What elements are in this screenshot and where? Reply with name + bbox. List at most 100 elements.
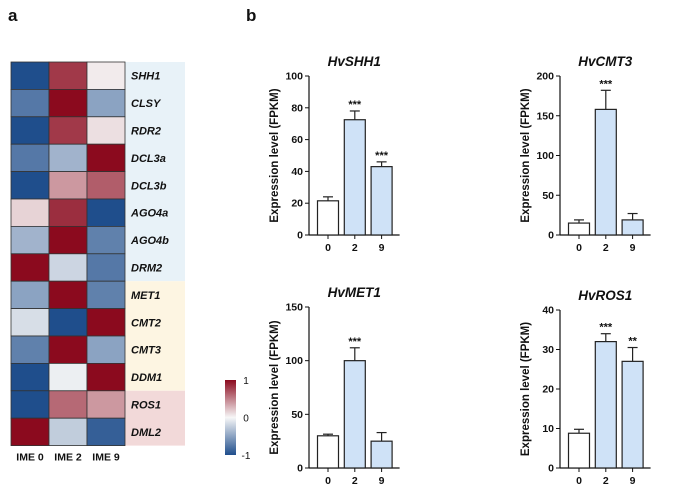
x-tick-label: 9 [379,242,385,254]
heatmap-cell [86,362,126,392]
gene-group-band-1 [125,281,185,391]
y-tick-label: 0 [548,230,554,242]
heatmap-cell [10,198,50,227]
chart-title: HvROS1 [578,288,632,303]
bar [621,360,644,469]
y-tick-label: 80 [291,102,303,114]
x-tick-label: 2 [352,242,358,254]
heatmap-cell [48,253,88,282]
heatmap-row-label: RDR2 [131,126,161,138]
heatmap-cell [48,171,88,200]
x-tick-label: 9 [630,475,636,487]
y-tick-label: 40 [291,166,303,178]
heatmap-cell [10,390,50,419]
heatmap-cell [86,335,126,364]
heatmap-cell [86,253,126,282]
panel-label-b: b [246,6,256,25]
bar-chart-HvROS1: HvROS1 Expression level (FPKM) 0 10 20 30 40 0 2… [520,288,651,487]
y-tick-label: 100 [536,150,554,162]
y-tick-label: 10 [542,423,554,435]
heatmap-cell [10,362,50,392]
heatmap-panel: SHH1 CLSY RDR2 DCL3a DCL3b AGO4a AGO4b DRM2 MET1… [10,61,185,464]
x-tick-label: 9 [630,242,636,254]
heatmap-column-label: IME 9 [92,452,120,464]
heatmap-row-label: AGO4b [130,235,169,247]
heatmap-cell [86,225,126,255]
x-tick-label: 2 [352,475,358,487]
heatmap-row-label: SHH1 [131,71,160,83]
x-tick-label: 2 [603,242,609,254]
y-tick-label: 200 [536,71,554,83]
significance-label: *** [599,78,613,90]
heatmap-row-label: CLSY [131,98,162,110]
heatmap-cell [10,61,50,90]
panel-label-a: a [8,6,18,25]
bar [594,108,617,236]
y-tick-label: 60 [291,134,303,146]
y-tick-label: 20 [291,198,303,210]
y-tick-label: 30 [542,344,554,356]
chart-title: HvMET1 [328,285,381,300]
heatmap-cell [48,280,88,310]
chart-title: HvCMT3 [578,54,632,69]
heatmap-row-label: DML2 [131,427,161,439]
heatmap-cell [48,308,88,337]
bar-chart-HvCMT3: HvCMT3 Expression level (FPKM) 0 50 100 150 20… [520,54,651,254]
y-axis-label: Expression level (FPKM) [520,88,532,222]
heatmap-cell [48,225,88,255]
y-tick-label: 0 [297,230,303,242]
y-axis-label: Expression level (FPKM) [269,320,281,454]
heatmap-cell [86,143,126,172]
legend-color-bar [225,380,236,455]
heatmap-row-label: ROS1 [131,400,161,412]
y-axis-label: Expression level (FPKM) [520,322,532,456]
heatmap-cell [48,417,88,447]
heatmap-row-label: CMT2 [131,317,161,329]
heatmap-cell [86,171,126,200]
heatmap-row-label: DCL3a [131,153,166,165]
y-tick-label: 50 [542,190,554,202]
bar [370,440,393,469]
heatmap-cell [48,198,88,227]
legend-tick-label: 1 [243,376,249,387]
legend-tick-label: -1 [242,451,251,462]
y-axis-label: Expression level (FPKM) [269,88,281,222]
heatmap-cell [10,253,50,282]
significance-label: *** [375,150,389,162]
bar [621,219,644,236]
heatmap-cell [10,280,50,310]
heatmap-cell [10,417,50,447]
significance-label: ** [628,336,637,348]
heatmap-column-label: IME 2 [54,452,82,464]
y-tick-label: 0 [297,463,303,475]
heatmap-cell [48,61,88,90]
heatmap-cell [48,116,88,145]
heatmap-cell [48,362,88,392]
heatmap-cell [86,61,126,90]
heatmap-cell [10,89,50,118]
y-tick-label: 0 [548,463,554,475]
gene-group-band-2 [125,390,185,446]
heatmap-cell [86,280,126,310]
y-tick-label: 150 [536,110,554,122]
heatmap-cell [10,143,50,172]
heatmap-cell [86,198,126,227]
x-tick-label: 9 [379,475,385,487]
heatmap-row-label: DDM1 [131,372,162,384]
heatmap-cell [10,308,50,337]
heatmap-cell [86,116,126,145]
y-tick-label: 100 [285,71,303,83]
x-tick-label: 0 [325,242,331,254]
heatmap-cell [10,225,50,255]
heatmap-color-legend: 1 0 -1 [225,376,251,462]
heatmap-cell [48,143,88,172]
bar-chart-HvMET1: HvMET1 Expression level (FPKM) 0 50 100 150 0 2… [269,285,400,487]
heatmap-column-label: IME 0 [16,452,44,464]
heatmap-cell [48,89,88,118]
bar [370,166,393,236]
bar [567,432,591,469]
heatmap-cell [86,308,126,337]
